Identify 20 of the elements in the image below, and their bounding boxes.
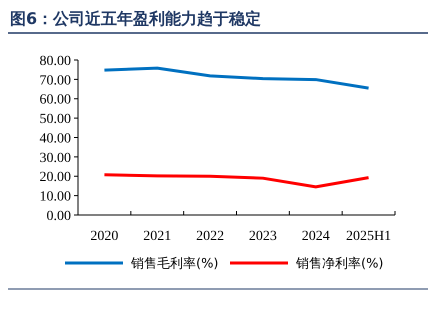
y-tick-label: 0.00 bbox=[46, 208, 71, 224]
x-tick-label: 2020 bbox=[90, 229, 118, 244]
x-tick-label: 2022 bbox=[196, 229, 224, 244]
y-tick-label: 40.00 bbox=[40, 131, 71, 146]
chart-title: 图6：公司近五年盈利能力趋于稳定 bbox=[10, 9, 262, 28]
line-series bbox=[102, 173, 370, 188]
x-tick-label: 2025H1 bbox=[346, 229, 392, 244]
y-tick-label: 70.00 bbox=[40, 73, 71, 88]
legend-label: 销售净利率(%) bbox=[295, 256, 384, 272]
legend-label: 销售毛利率(%) bbox=[130, 256, 218, 272]
y-tick-label: 80.00 bbox=[40, 54, 71, 69]
x-tick-label: 2023 bbox=[248, 229, 277, 244]
y-tick-label: 60.00 bbox=[40, 92, 71, 108]
y-tick-label: 10.00 bbox=[40, 190, 71, 205]
line-series bbox=[102, 66, 370, 90]
x-tick-label: 2024 bbox=[302, 229, 330, 244]
y-tick-label: 30.00 bbox=[40, 150, 71, 166]
x-tick-label: 2021 bbox=[143, 229, 172, 244]
y-tick-label: 50.00 bbox=[40, 112, 71, 128]
y-tick-label: 20.00 bbox=[40, 170, 71, 186]
